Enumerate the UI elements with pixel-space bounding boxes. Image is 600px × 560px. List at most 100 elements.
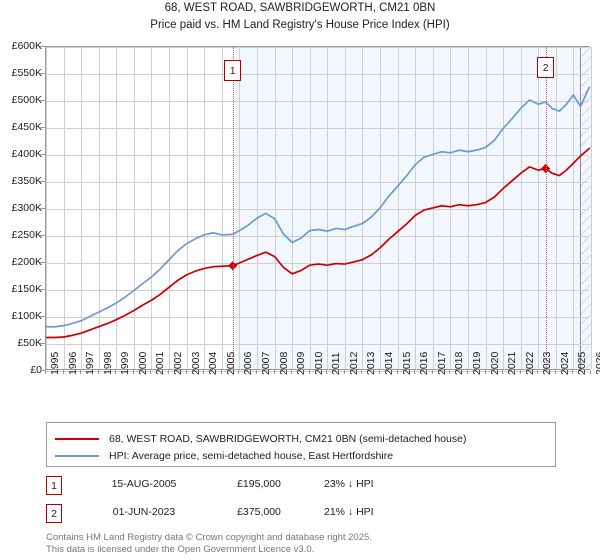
gridline-vertical (274, 47, 276, 369)
gridline-vertical (520, 47, 522, 369)
x-axis-tick (502, 370, 504, 374)
chart-marker-2[interactable]: 2 (537, 57, 555, 78)
gridline-vertical (485, 47, 487, 369)
x-axis-tick (572, 370, 574, 374)
y-axis-tick (40, 289, 45, 290)
gridline-vertical (186, 47, 188, 369)
x-axis-tick (414, 370, 416, 374)
x-axis-label: 2008 (277, 351, 290, 375)
x-axis-tick (80, 370, 82, 374)
x-axis-tick (308, 370, 310, 374)
x-axis-label: 2001 (154, 351, 167, 375)
gridline-vertical (63, 47, 65, 369)
gridline-vertical (151, 47, 153, 369)
gridline-horizontal (46, 290, 589, 291)
y-axis-label: £100K (11, 310, 42, 322)
x-axis-label: 2012 (347, 351, 360, 375)
x-axis-tick (590, 370, 591, 374)
x-axis-tick (466, 370, 468, 374)
page-subtitle: Price paid vs. HM Land Registry's House … (150, 19, 450, 31)
gridline-vertical (116, 47, 118, 369)
legend-label-hpi: HPI: Average price, semi-detached house,… (109, 449, 394, 462)
x-axis-label: 1995 (49, 351, 61, 375)
x-axis-label: 1998 (101, 351, 114, 375)
x-axis-tick (449, 370, 451, 374)
series-line-0 (46, 147, 591, 339)
gridline-vertical (169, 47, 171, 369)
x-axis-tick (291, 370, 293, 374)
x-axis-label: 1996 (66, 351, 79, 375)
x-axis-tick (220, 370, 222, 374)
y-axis-tick (40, 343, 45, 344)
x-axis-label: 2007 (259, 351, 272, 375)
gridline-vertical (555, 47, 557, 369)
transaction-price-2: £375,000 (237, 506, 281, 518)
x-axis-tick (97, 370, 99, 374)
legend-item-price-paid: 68, WEST ROAD, SAWBRIDGEWORTH, CM21 0BN … (55, 430, 467, 447)
x-axis-label: 2011 (330, 352, 343, 375)
x-axis-label: 2023 (541, 351, 554, 375)
y-axis-tick (40, 181, 45, 182)
gridline-vertical (415, 47, 417, 369)
y-axis-label: £500K (11, 94, 42, 106)
gridline-vertical (309, 47, 311, 369)
x-axis-label: 2017 (435, 351, 448, 375)
x-axis-label: 1999 (119, 351, 132, 375)
x-axis-label: 2005 (224, 351, 237, 375)
x-axis-label: 2019 (470, 351, 483, 375)
page-title: 68, WEST ROAD, SAWBRIDGEWORTH, CM21 0BN (164, 2, 436, 14)
event-line-1 (232, 47, 234, 369)
x-axis-label: 2003 (189, 351, 202, 375)
gridline-vertical (204, 47, 206, 369)
gridline-horizontal (46, 371, 589, 372)
transaction-date-2: 01-JUN-2023 (112, 506, 176, 518)
gridline-vertical (573, 47, 575, 369)
x-axis-tick (361, 370, 363, 374)
y-axis-label: £50K (17, 337, 42, 349)
gridline-horizontal (46, 155, 589, 156)
y-axis-tick (40, 73, 45, 74)
y-axis-tick (40, 316, 45, 317)
chart-legend: 68, WEST ROAD, SAWBRIDGEWORTH, CM21 0BN … (46, 422, 556, 467)
series-line-1 (46, 86, 591, 328)
gridline-horizontal (46, 317, 589, 318)
x-axis-label: 2013 (365, 351, 378, 375)
x-axis-label: 2025 (576, 351, 589, 375)
y-axis-tick (40, 235, 45, 236)
x-axis-tick (150, 370, 152, 374)
x-axis-label: 2000 (136, 351, 149, 375)
x-axis-label: 2010 (312, 351, 325, 375)
gridline-horizontal (46, 74, 589, 75)
event-line-2 (545, 47, 547, 369)
gridline-horizontal (46, 47, 589, 48)
chart-series-lines (46, 86, 591, 339)
y-axis-label: £600K (11, 40, 42, 52)
gridline-vertical (46, 47, 47, 369)
footer-line-1: Contains HM Land Registry data © Crown c… (46, 532, 372, 543)
gridline-vertical (98, 47, 100, 369)
x-axis-tick (62, 370, 64, 374)
gridline-vertical (344, 47, 346, 369)
x-axis-label: 2020 (488, 351, 501, 375)
x-axis-tick (537, 370, 539, 374)
y-axis-label: £0 (30, 364, 42, 376)
x-axis-label: 2002 (172, 351, 185, 375)
gridline-vertical (133, 47, 135, 369)
chart-plot-area (45, 46, 592, 372)
x-axis-tick (431, 370, 433, 374)
y-axis-label: £400K (11, 148, 42, 160)
gridline-vertical (397, 47, 399, 369)
x-axis-tick (203, 370, 205, 374)
x-axis-tick (238, 370, 240, 374)
chart-marker-1[interactable]: 1 (224, 60, 242, 81)
y-axis-tick (40, 127, 45, 128)
x-axis-label: 2018 (453, 351, 466, 375)
x-axis-label: 2014 (383, 351, 396, 375)
legend-swatch-hpi (55, 454, 99, 457)
gridline-vertical (327, 47, 329, 369)
x-axis-tick (132, 370, 134, 374)
x-axis-label: 2021 (506, 351, 519, 375)
gridline-horizontal (46, 344, 589, 345)
legend-item-hpi: HPI: Average price, semi-detached house,… (55, 447, 393, 464)
